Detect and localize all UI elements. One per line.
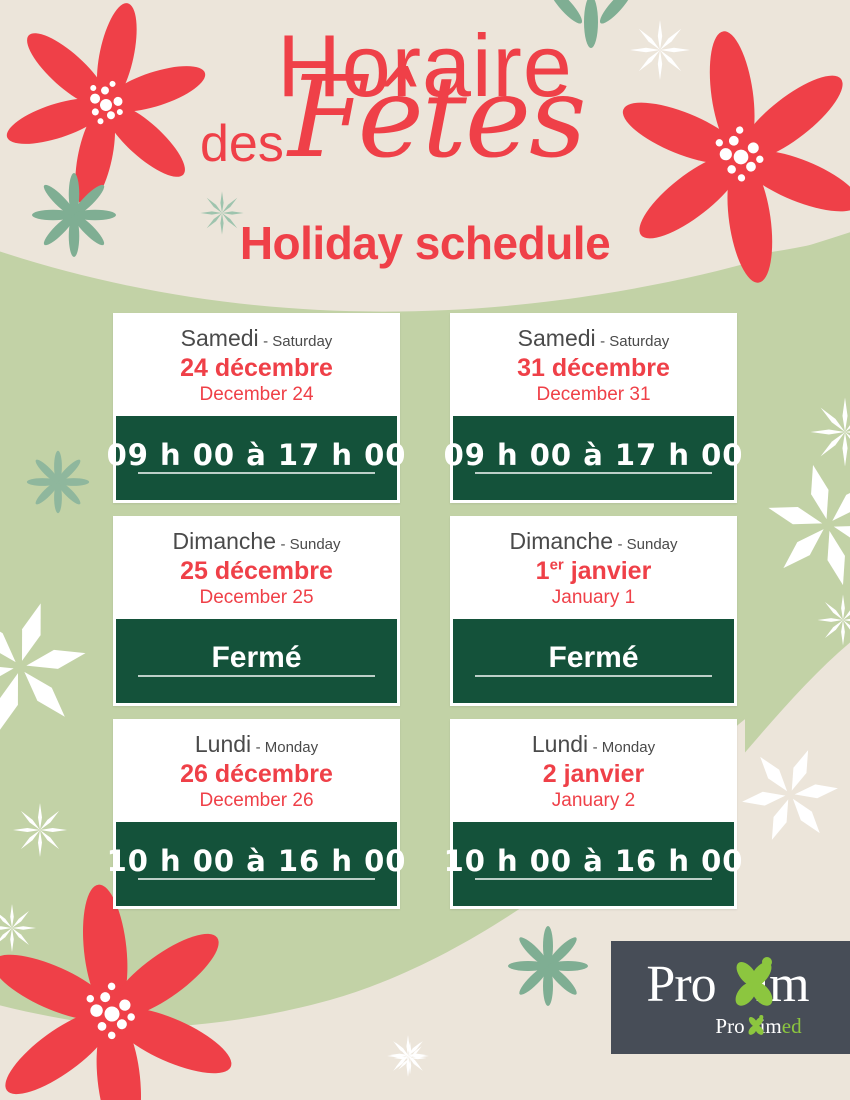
title-des: des <box>200 115 284 173</box>
card-date-fr: 24 décembre <box>180 354 333 382</box>
card-hours-text: 09 h 00 à 17 h 00 <box>106 438 407 473</box>
card-hours-underline <box>475 472 712 474</box>
card-day-line: Lundi - Monday <box>458 733 729 756</box>
card-header: Samedi - Saturday 31 décembre December 3… <box>450 313 737 416</box>
card-hours-panel: 09 h 00 à 17 h 00 <box>444 416 742 500</box>
card-day-fr: Samedi <box>517 325 596 351</box>
poster-title-block: Horaire des Fêtes Holiday schedule <box>0 0 850 269</box>
card-date-en: January 2 <box>551 789 636 811</box>
card-hours-text: 10 h 00 à 16 h 00 <box>106 844 407 879</box>
schedule-card: Lundi - Monday 2 janvier January 2 10 h … <box>444 719 742 909</box>
card-date-en: January 1 <box>551 586 636 608</box>
title-fetes: Fêtes <box>288 53 587 183</box>
star-leaf-green-mid-left <box>26 450 90 514</box>
card-day-fr: Lundi <box>531 731 589 757</box>
logo-sub-end: ed <box>781 1013 802 1038</box>
card-hours-panel: Fermé <box>453 619 734 703</box>
card-date-fr: 31 décembre <box>517 354 670 382</box>
card-day-en: - Saturday <box>263 333 333 350</box>
schedule-card: Lundi - Monday 26 décembre December 26 1… <box>107 719 405 909</box>
leaf-cluster-top <box>549 0 633 48</box>
card-day-line: Lundi - Monday <box>121 733 392 756</box>
schedule-card: Samedi - Saturday 24 décembre December 2… <box>107 313 405 503</box>
title-holiday-schedule: Holiday schedule <box>239 217 611 269</box>
star-sparkle-lower-center <box>390 1037 426 1073</box>
card-hours-underline <box>138 675 375 677</box>
card-day-fr: Lundi <box>194 731 252 757</box>
card-date-fr: 2 janvier <box>542 760 645 788</box>
logo-wordmark: Pro im <box>646 955 810 1013</box>
card-hours-panel: 10 h 00 à 16 h 00 <box>444 822 742 906</box>
card-day-line: Dimanche - Sunday <box>458 530 729 553</box>
card-hours-underline <box>475 675 712 677</box>
schedule-card: Samedi - Saturday 31 décembre December 3… <box>444 313 742 503</box>
logo-sub-pre: Pro <box>715 1013 745 1038</box>
card-header: Dimanche - Sunday 25 décembre December 2… <box>113 516 400 619</box>
card-hours-text: Fermé <box>211 641 302 675</box>
card-header: Dimanche - Sunday 1er janvier January 1 <box>450 516 737 619</box>
card-day-en: - Sunday <box>280 536 341 553</box>
card-header: Lundi - Monday 2 janvier January 2 <box>450 719 737 822</box>
card-day-fr: Samedi <box>180 325 259 351</box>
logo-sub-mid: im <box>759 1013 782 1038</box>
card-header: Samedi - Saturday 24 décembre December 2… <box>113 313 400 416</box>
card-day-fr: Dimanche <box>509 528 614 554</box>
schedule-card: Dimanche - Sunday 25 décembre December 2… <box>113 516 400 706</box>
card-hours-panel: 10 h 00 à 16 h 00 <box>107 822 405 906</box>
card-day-en: - Monday <box>255 739 319 756</box>
card-date-en: December 24 <box>199 383 314 405</box>
title-line-two: des Fêtes <box>0 62 850 214</box>
card-date-fr: 25 décembre <box>180 557 333 585</box>
card-hours-panel: Fermé <box>116 619 397 703</box>
card-date-en: December 31 <box>536 383 651 405</box>
card-date-en: December 26 <box>199 789 314 811</box>
schedule-card-grid: Samedi - Saturday 24 décembre December 2… <box>107 313 742 909</box>
logo-brand-pre: Pro <box>646 955 716 1013</box>
title-horaire: Horaire <box>277 16 573 115</box>
star-sparkle-left-lower <box>12 803 68 857</box>
card-hours-text: 09 h 00 à 17 h 00 <box>443 438 744 473</box>
schedule-card: Dimanche - Sunday 1er janvier January 1 … <box>450 516 737 706</box>
card-hours-underline <box>475 878 712 880</box>
card-day-line: Dimanche - Sunday <box>121 530 392 553</box>
card-hours-text: Fermé <box>548 641 639 675</box>
card-date-en: December 25 <box>199 586 314 608</box>
card-day-en: - Saturday <box>600 333 670 350</box>
card-hours-underline <box>138 472 375 474</box>
card-date-fr: 1er janvier <box>535 556 652 585</box>
card-day-line: Samedi - Saturday <box>121 327 392 350</box>
card-day-en: - Monday <box>592 739 656 756</box>
proxim-logo: Pro im Pro imed <box>611 941 850 1054</box>
logo-sub-wordmark: Pro imed <box>715 1013 802 1038</box>
star-leaf-green-bottom-mid <box>508 926 588 1006</box>
card-hours-underline <box>138 878 375 880</box>
card-hours-text: 10 h 00 à 16 h 00 <box>443 844 744 879</box>
card-day-fr: Dimanche <box>172 528 277 554</box>
card-day-en: - Sunday <box>617 536 678 553</box>
logo-brand-post: im <box>755 955 810 1013</box>
card-header: Lundi - Monday 26 décembre December 26 <box>113 719 400 822</box>
card-day-line: Samedi - Saturday <box>458 327 729 350</box>
card-date-fr: 26 décembre <box>180 760 333 788</box>
card-hours-panel: 09 h 00 à 17 h 00 <box>107 416 405 500</box>
